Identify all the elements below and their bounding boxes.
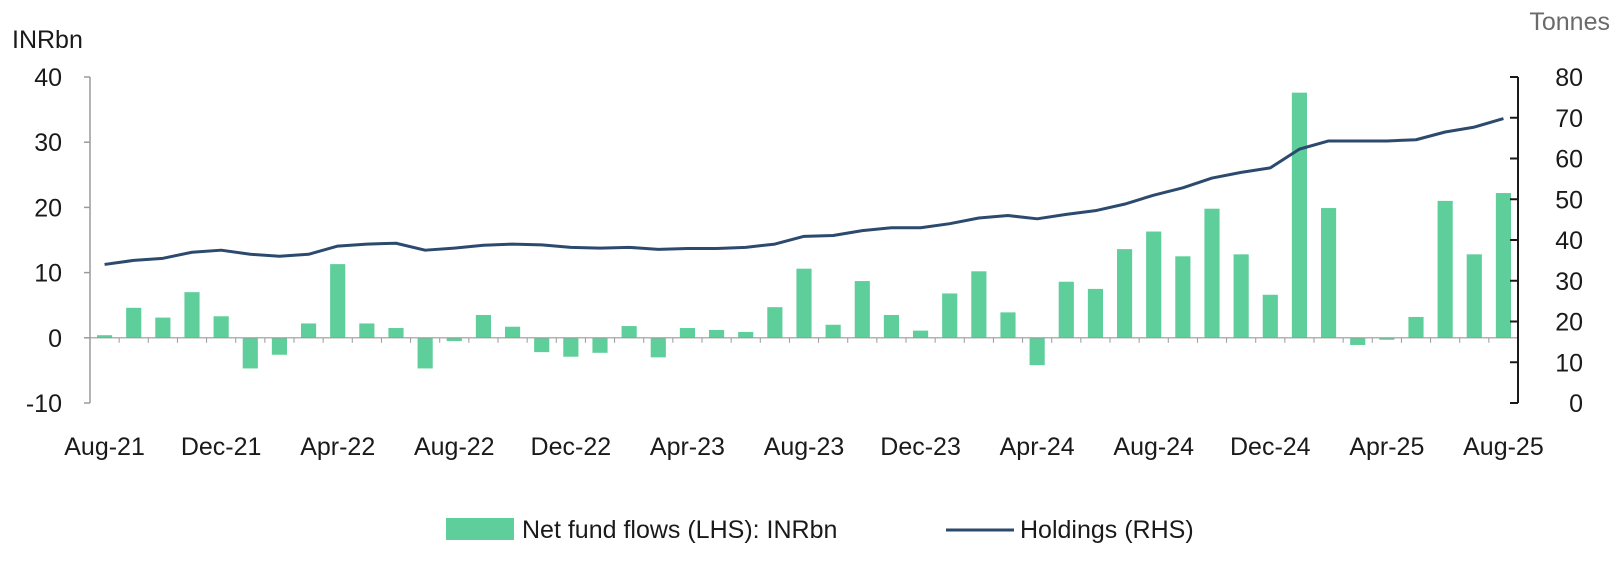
bar-net-fund-flow xyxy=(1262,294,1278,338)
left-axis-tick-label: 30 xyxy=(34,129,62,157)
bar-net-fund-flow xyxy=(330,264,346,338)
x-axis-tick-label: Dec-22 xyxy=(531,433,612,461)
right-axis-tick-label: 30 xyxy=(1555,268,1583,296)
right-axis-tick-label: 70 xyxy=(1555,105,1583,133)
bar-net-fund-flow xyxy=(679,328,695,338)
left-axis-tick-label: 10 xyxy=(34,260,62,288)
bar-net-fund-flow xyxy=(1204,208,1220,338)
x-axis-tick-label: Aug-24 xyxy=(1113,433,1194,461)
bar-net-fund-flow xyxy=(184,292,200,338)
bar-net-fund-flow xyxy=(1029,337,1045,366)
bar-net-fund-flow xyxy=(942,293,958,338)
x-axis-tick-label: Aug-25 xyxy=(1463,433,1544,461)
bar-net-fund-flow xyxy=(883,314,899,338)
bar-net-fund-flow xyxy=(126,307,142,338)
bar-net-fund-flow xyxy=(504,326,521,338)
legend-swatch-bars xyxy=(446,518,514,540)
bar-net-fund-flow xyxy=(1233,254,1249,338)
holdings-line xyxy=(104,117,1504,266)
bar-net-fund-flow xyxy=(1320,208,1337,338)
bar-net-fund-flow xyxy=(1116,249,1133,338)
x-axis-tick-label: Apr-23 xyxy=(650,433,725,461)
right-axis-tick-label: 60 xyxy=(1555,146,1583,174)
left-axis-tick-label: 20 xyxy=(34,194,62,222)
bar-net-fund-flow xyxy=(475,314,491,338)
right-axis-unit-label: Tonnes xyxy=(1529,8,1610,36)
left-axis-tick-label: 40 xyxy=(34,64,62,92)
left-axis-tick-label: -10 xyxy=(26,390,62,418)
right-axis-tick-label: 0 xyxy=(1569,390,1583,418)
x-axis-tick-label: Dec-24 xyxy=(1230,433,1311,461)
bar-net-fund-flow xyxy=(1058,281,1074,338)
x-axis-tick-label: Apr-25 xyxy=(1349,433,1424,461)
bar-net-fund-flow xyxy=(446,337,462,342)
bar-net-fund-flow xyxy=(621,326,637,338)
line-layer xyxy=(104,117,1504,266)
x-axis-tick-label: Dec-23 xyxy=(880,433,961,461)
x-axis-tick-label: Aug-22 xyxy=(414,433,495,461)
bars-layer xyxy=(96,92,1511,369)
x-axis-tick-label: Aug-23 xyxy=(764,433,845,461)
bar-net-fund-flow xyxy=(1087,288,1103,338)
bar-net-fund-flow xyxy=(1466,254,1482,338)
bar-net-fund-flow xyxy=(300,323,317,338)
right-axis-tick-label: 40 xyxy=(1555,227,1583,255)
right-axis-tick-label: 80 xyxy=(1555,64,1583,92)
bar-net-fund-flow xyxy=(1495,193,1511,338)
legend: Net fund flows (LHS): INRbn Holdings (RH… xyxy=(446,516,1194,544)
bar-net-fund-flow xyxy=(1146,231,1162,338)
bar-net-fund-flow xyxy=(534,337,550,353)
bar-net-fund-flow xyxy=(767,307,783,338)
bar-net-fund-flow xyxy=(359,323,375,338)
right-axis-tick-label: 10 xyxy=(1555,349,1583,377)
left-axis-tick-label: 0 xyxy=(48,325,62,353)
bar-net-fund-flow xyxy=(738,331,754,338)
legend-label-line: Holdings (RHS) xyxy=(1020,516,1194,544)
bar-net-fund-flow xyxy=(1379,337,1395,340)
bar-net-fund-flow xyxy=(388,328,404,338)
bar-net-fund-flow xyxy=(650,337,666,358)
bar-net-fund-flow xyxy=(271,337,287,355)
x-axis-tick-label: Aug-21 xyxy=(64,433,145,461)
right-axis-tick-label: 50 xyxy=(1555,186,1583,214)
bar-net-fund-flow xyxy=(912,330,929,338)
left-axis-unit-label: INRbn xyxy=(12,26,83,54)
bar-net-fund-flow xyxy=(708,329,725,338)
bar-net-fund-flow xyxy=(854,281,870,338)
bar-net-fund-flow xyxy=(1408,316,1424,338)
bar-net-fund-flow xyxy=(825,324,841,338)
bar-net-fund-flow xyxy=(213,316,229,338)
x-axis-tick-label: Dec-21 xyxy=(181,433,262,461)
bar-net-fund-flow xyxy=(796,268,812,338)
bar-net-fund-flow xyxy=(592,337,608,353)
bar-net-fund-flow xyxy=(1350,337,1366,345)
bar-net-fund-flow xyxy=(155,317,171,338)
legend-label-bars: Net fund flows (LHS): INRbn xyxy=(522,516,837,544)
bar-net-fund-flow xyxy=(563,337,579,357)
bar-net-fund-flow xyxy=(971,271,987,338)
bar-net-fund-flow xyxy=(1291,92,1307,338)
bar-net-fund-flow xyxy=(1175,256,1191,338)
axes-layer: 40 30 20 10 0 -10 80 70 60 50 40 30 20 10 0 Aug-21 Dec-2… xyxy=(26,64,1583,461)
bar-net-fund-flow xyxy=(242,337,258,369)
x-axis-tick-label: Apr-22 xyxy=(300,433,375,461)
labels-layer: INRbn Tonnes xyxy=(12,8,1610,54)
bar-net-fund-flow xyxy=(1000,312,1016,338)
bar-net-fund-flow xyxy=(1437,200,1453,338)
bar-net-fund-flow xyxy=(96,335,113,338)
right-axis-tick-label: 20 xyxy=(1555,309,1583,337)
bar-net-fund-flow xyxy=(417,337,433,369)
x-axis-tick-label: Apr-24 xyxy=(1000,433,1075,461)
